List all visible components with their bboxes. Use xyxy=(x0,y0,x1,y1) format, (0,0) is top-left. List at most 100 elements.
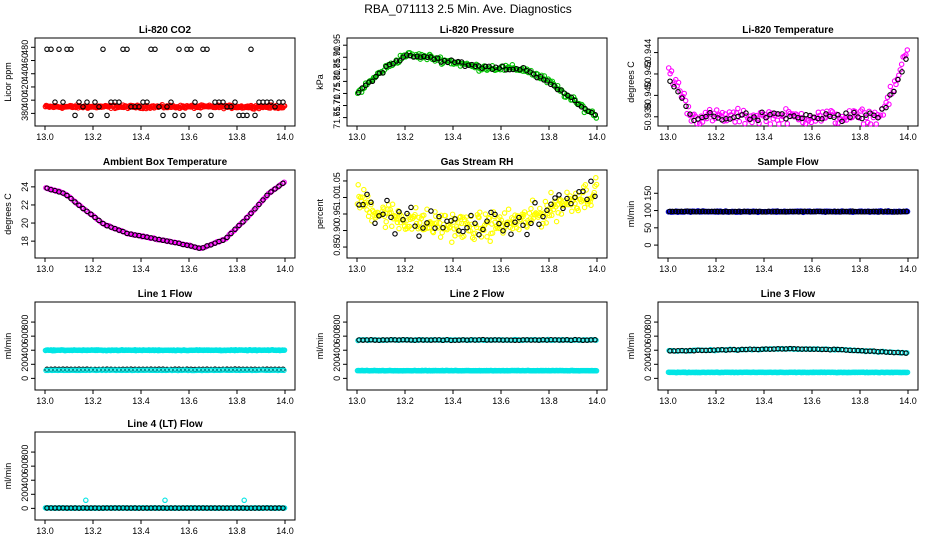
x-tick-label: 13.6 xyxy=(180,396,198,406)
data-point xyxy=(832,120,839,126)
data-point xyxy=(571,97,578,104)
data-point xyxy=(451,59,458,65)
panel-title: Li-820 CO2 xyxy=(139,25,192,36)
data-point xyxy=(735,208,742,215)
y-axis-label: ml/min xyxy=(626,333,636,360)
data-point xyxy=(83,497,89,504)
y-tick-label: 400 xyxy=(332,343,342,358)
y-axis-label: degrees C xyxy=(626,61,636,103)
data-point xyxy=(883,104,889,111)
data-point xyxy=(280,180,286,186)
data-point xyxy=(449,211,456,218)
data-point xyxy=(765,208,772,215)
data-point xyxy=(180,112,186,119)
data-point xyxy=(859,106,865,112)
panel-title: Line 4 (LT) Flow xyxy=(127,419,203,430)
data-point xyxy=(802,120,809,127)
y-axis-label: ml/min xyxy=(3,333,13,360)
series-2 xyxy=(356,178,598,239)
data-point xyxy=(389,201,396,208)
data-point xyxy=(846,209,853,215)
data-point xyxy=(569,208,575,215)
data-point xyxy=(520,64,527,71)
data-point xyxy=(366,79,372,85)
x-tick-label: 14.0 xyxy=(899,264,917,274)
data-point xyxy=(408,204,414,211)
data-point xyxy=(528,220,534,227)
data-point xyxy=(751,114,757,120)
y-tick-label: 24 xyxy=(20,182,30,192)
data-point xyxy=(383,218,389,225)
data-point xyxy=(248,46,254,53)
data-point xyxy=(359,194,365,200)
data-point xyxy=(524,231,530,238)
y-tick-label: 800 xyxy=(332,315,342,330)
data-point xyxy=(747,208,754,215)
x-tick-label: 13.8 xyxy=(540,132,558,142)
data-point xyxy=(855,208,862,215)
data-point xyxy=(268,99,274,105)
data-point xyxy=(472,63,479,70)
x-tick-label: 13.8 xyxy=(228,132,246,142)
data-point xyxy=(867,208,874,215)
data-point xyxy=(364,191,370,198)
data-point xyxy=(208,112,214,119)
y-tick-label: 50.944 xyxy=(643,39,653,67)
data-point xyxy=(879,208,886,215)
data-point xyxy=(540,213,546,220)
y-tick-label: 0 xyxy=(20,376,30,381)
data-point xyxy=(669,208,676,215)
data-point xyxy=(144,99,150,105)
data-point xyxy=(162,497,168,504)
data-point xyxy=(864,208,871,215)
y-tick-label: 50.942 xyxy=(643,60,653,88)
data-point xyxy=(679,95,685,101)
data-point xyxy=(891,209,898,215)
data-point xyxy=(717,208,724,215)
x-tick-label: 14.0 xyxy=(588,132,606,142)
data-point xyxy=(714,208,721,215)
data-point xyxy=(575,207,581,214)
data-point xyxy=(240,219,246,225)
data-point xyxy=(482,211,489,217)
data-point xyxy=(204,46,210,53)
data-point xyxy=(541,77,547,83)
data-point xyxy=(584,196,590,203)
x-tick-label: 13.2 xyxy=(707,132,725,142)
data-point xyxy=(380,211,386,217)
data-point xyxy=(486,63,492,70)
y-tick-label: 600 xyxy=(332,329,342,344)
y-tick-label: 800 xyxy=(20,315,30,330)
y-axis-label: kPa xyxy=(315,74,325,90)
data-point xyxy=(572,194,578,201)
data-point xyxy=(904,369,911,376)
data-point xyxy=(412,223,418,229)
x-tick-label: 13.4 xyxy=(132,526,150,536)
data-point xyxy=(355,89,362,96)
y-tick-label: 0 xyxy=(643,243,653,248)
data-point xyxy=(593,368,600,374)
data-point xyxy=(837,209,844,215)
data-point xyxy=(571,195,577,201)
data-point xyxy=(839,118,845,125)
series-2 xyxy=(667,56,909,125)
data-point xyxy=(388,214,394,221)
data-point xyxy=(56,46,62,53)
data-point xyxy=(88,211,94,217)
data-point xyxy=(667,70,673,77)
x-tick-label: 13.4 xyxy=(444,396,462,406)
data-point xyxy=(813,208,820,215)
y-tick-label: 20 xyxy=(20,218,30,228)
data-point xyxy=(672,208,679,215)
data-point xyxy=(500,228,506,234)
data-point xyxy=(96,217,102,224)
y-tick-label: 0 xyxy=(643,376,653,381)
x-tick-label: 13.0 xyxy=(659,132,677,142)
data-point xyxy=(424,54,431,61)
data-point xyxy=(530,71,537,77)
data-point xyxy=(756,208,763,215)
y-axis-label: Licor ppm xyxy=(3,62,13,102)
data-point xyxy=(747,116,753,123)
data-point xyxy=(252,206,258,212)
data-point xyxy=(894,209,901,215)
